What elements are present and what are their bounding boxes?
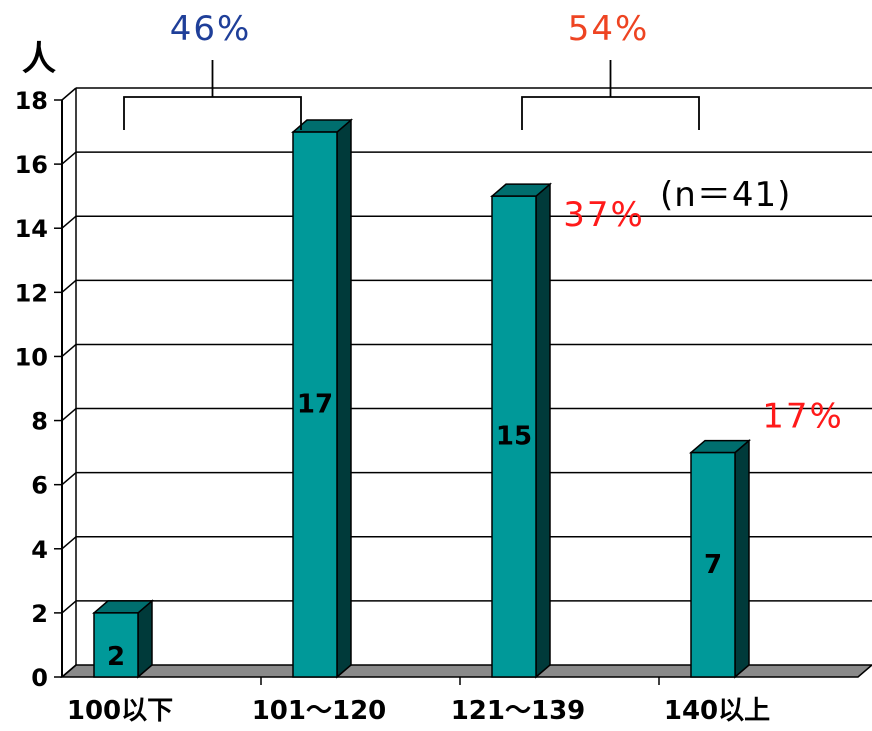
- bar-side: [535, 182, 551, 679]
- bar-value-label: 2: [107, 642, 125, 672]
- group-percent-label: 54%: [568, 9, 650, 49]
- bar-side: [336, 118, 352, 679]
- x-tick-label: 101～120: [252, 696, 387, 726]
- bars: [91, 118, 752, 679]
- gridline-depth: [61, 472, 77, 486]
- x-tick-label: 140以上: [664, 696, 770, 726]
- gridline-depth: [61, 343, 77, 358]
- x-tick-label: 121～139: [451, 696, 586, 726]
- bar-value-label: 15: [496, 422, 532, 452]
- y-tick-labels: 0 2 4 6 8 10 12 14 16 18: [15, 87, 48, 692]
- y-tick-label: 8: [31, 408, 48, 436]
- bar-value-label: 17: [297, 390, 333, 420]
- group-brackets: 46% 54%: [123, 9, 700, 130]
- floor-plane: [59, 664, 872, 678]
- gridline-depth: [61, 664, 77, 678]
- axes: [54, 88, 660, 685]
- percent-annotation: 37%: [563, 195, 645, 235]
- gridline-depth: [61, 87, 77, 101]
- y-tick-label: 0: [31, 664, 48, 692]
- gridline-depth: [61, 151, 77, 165]
- percent-annotation: 17%: [762, 397, 844, 437]
- y-axis-label: 人: [22, 39, 56, 79]
- group-percent-label: 46%: [170, 9, 252, 49]
- data-labels: 2 17 15 7 37% 17%: [107, 195, 844, 672]
- y-tick-label: 18: [15, 87, 48, 115]
- y-tick-label: 2: [31, 600, 48, 628]
- y-tick-label: 6: [31, 472, 48, 500]
- x-tick-label: 100以下: [67, 696, 173, 726]
- y-tick-label: 16: [15, 151, 48, 179]
- gridline-depth: [61, 279, 77, 293]
- y-tick-label: 4: [31, 536, 48, 564]
- bar: [491, 195, 537, 678]
- y-tick-label: 10: [15, 343, 48, 371]
- bar-side: [734, 438, 750, 679]
- group-bracket: [123, 96, 302, 130]
- group-bracket: [521, 96, 700, 130]
- sample-size-note: (n＝41): [660, 175, 791, 215]
- chart-floor: [59, 664, 872, 678]
- bar-side: [137, 599, 153, 679]
- x-tick-labels: 100以下 101～120 121～139 140以上: [67, 696, 770, 726]
- gridlines: [61, 87, 872, 678]
- bar: [93, 612, 139, 678]
- gridline-depth: [61, 215, 77, 229]
- bar: [690, 451, 736, 678]
- bar: [292, 131, 338, 678]
- bar-value-label: 7: [704, 550, 722, 580]
- gridline-depth: [61, 536, 77, 550]
- y-tick-label: 14: [15, 215, 48, 243]
- gridline-depth: [61, 407, 77, 422]
- gridline-depth: [61, 600, 77, 614]
- y-tick-label: 12: [15, 279, 48, 307]
